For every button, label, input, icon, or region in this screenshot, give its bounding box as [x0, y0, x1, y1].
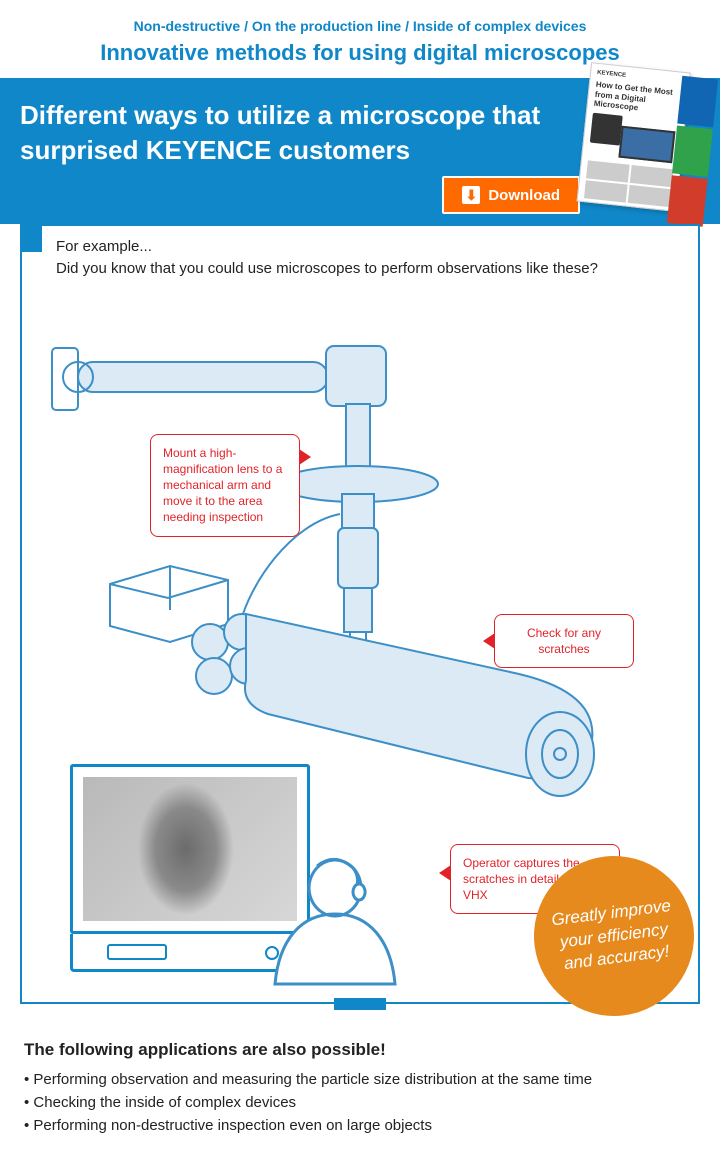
operator-silhouette: [265, 854, 405, 1004]
diagram-lead: For example... Did you know that you cou…: [22, 226, 698, 284]
callout-check-scratches: Check for any scratches: [494, 614, 634, 668]
hero-banner: Different ways to utilize a microscope t…: [0, 78, 720, 224]
diagram-area: .s{stroke:#3c8fc7;} .f{fill:#dbeaf5;stro…: [40, 284, 680, 984]
brochure-thumbnail: KEYENCE How to Get the Most from a Digit…: [573, 62, 710, 244]
download-button[interactable]: ⬇ Download: [442, 176, 580, 214]
brochure-title: How to Get the Most from a Digital Micro…: [593, 80, 682, 118]
footer-item: Performing non-destructive inspection ev…: [24, 1114, 696, 1137]
callout-mount-lens: Mount a high-magnification lens to a mec…: [150, 434, 300, 537]
diagram-bottom-accent: [334, 998, 386, 1010]
header-title: Innovative methods for using digital mic…: [10, 40, 710, 66]
applications-footer: The following applications are also poss…: [0, 1004, 720, 1161]
footer-list: Performing observation and measuring the…: [24, 1068, 696, 1138]
diagram-panel: For example... Did you know that you cou…: [20, 224, 700, 1004]
diagram-lead-1: For example...: [56, 238, 152, 255]
footer-item: Performing observation and measuring the…: [24, 1068, 696, 1091]
footer-item: Checking the inside of complex devices: [24, 1091, 696, 1114]
diagram-lead-2: Did you know that you could use microsco…: [56, 260, 598, 277]
download-label: Download: [488, 187, 560, 204]
hero-title: Different ways to utilize a microscope t…: [20, 98, 580, 168]
header-tagline: Non-destructive / On the production line…: [10, 18, 710, 34]
diagram-tab-accent: [20, 224, 42, 252]
download-icon: ⬇: [462, 186, 480, 204]
footer-heading: The following applications are also poss…: [24, 1040, 696, 1060]
